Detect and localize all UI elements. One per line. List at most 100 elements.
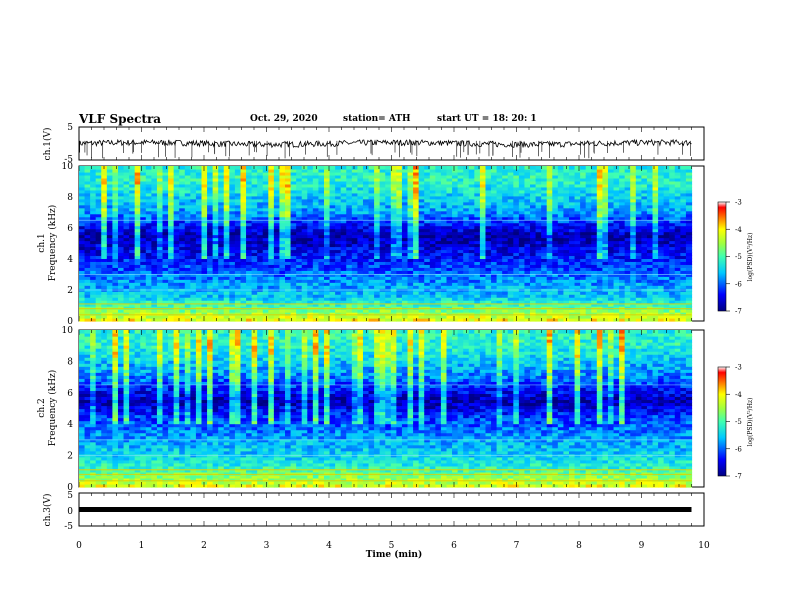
spectrogram-cell xyxy=(129,189,136,194)
spectrogram-cell xyxy=(457,180,464,185)
spectrogram-cell xyxy=(346,306,353,310)
spectrogram-cell xyxy=(368,285,375,289)
spectrogram-cell xyxy=(390,168,397,173)
spectrogram-cell xyxy=(285,171,292,176)
spectrogram-cell xyxy=(184,222,191,227)
spectrogram-cell xyxy=(474,297,481,301)
spectrogram-cell xyxy=(546,294,553,298)
spectrogram-cell xyxy=(351,186,359,191)
spectrogram-cell xyxy=(329,243,336,248)
spectrogram-cell xyxy=(552,171,559,176)
spectrogram-cell xyxy=(223,168,230,173)
spectrogram-cell xyxy=(502,225,509,230)
spectrogram-cell xyxy=(106,180,114,185)
spectrogram-cell xyxy=(591,255,598,259)
spectrogram-cell xyxy=(123,249,130,254)
spectrogram-cell xyxy=(541,246,548,251)
spectrogram-cell xyxy=(301,246,308,251)
spectrogram-cell xyxy=(307,243,314,248)
spectrogram-cell xyxy=(446,231,453,236)
spectrogram-cell xyxy=(351,219,359,224)
spectrogram-cell xyxy=(591,210,598,215)
spectrogram-cell xyxy=(485,246,492,251)
spectrogram-cell xyxy=(290,294,297,298)
spectrogram-cell xyxy=(357,300,364,304)
spectrogram-cell xyxy=(563,312,570,316)
spectrogram-cell xyxy=(218,222,225,227)
spectrogram-cell xyxy=(479,300,487,304)
spectrogram-cell xyxy=(151,267,158,271)
spectrogram-cell xyxy=(324,213,331,218)
spectrogram-cell xyxy=(129,216,136,221)
spectrogram-cell xyxy=(223,186,230,191)
spectrogram-cell xyxy=(585,189,592,194)
spectrogram-cell xyxy=(257,282,264,286)
spectrogram-cell xyxy=(129,166,136,170)
spectrogram-cell xyxy=(162,198,169,203)
spectrogram-cell xyxy=(340,174,347,179)
spectrogram-cell xyxy=(201,228,208,233)
spectrogram-cell xyxy=(424,270,431,274)
spectrogram-cell xyxy=(218,234,225,239)
spectrogram-cell xyxy=(79,180,86,185)
spectrogram-cell xyxy=(201,246,208,251)
spectrogram-cell xyxy=(234,166,242,170)
spectrogram-cell xyxy=(474,300,481,304)
spectrogram-cell xyxy=(101,261,108,265)
spectrogram-cell xyxy=(79,273,86,277)
spectrogram-cell xyxy=(145,279,152,283)
spectrogram-cell xyxy=(117,261,125,265)
spectrogram-cell xyxy=(541,258,548,262)
spectrogram-cell xyxy=(156,282,164,286)
spectrogram-cell xyxy=(268,273,275,277)
spectrogram-cell xyxy=(524,171,531,176)
spectrogram-cell xyxy=(173,276,180,280)
spectrogram-cell xyxy=(513,237,520,242)
spectrogram-cell xyxy=(452,216,459,221)
spectrogram-cell xyxy=(285,201,292,206)
spectrogram-cell xyxy=(301,180,308,185)
spectrogram-cell xyxy=(535,166,542,170)
spectrogram-cell xyxy=(435,249,442,254)
spectrogram-cell xyxy=(156,261,164,265)
spectrogram-cell xyxy=(491,192,498,197)
spectrogram-cell xyxy=(446,291,453,295)
spectrogram-cell xyxy=(502,174,509,179)
spectrogram-cell xyxy=(195,201,203,206)
spectrogram-cell xyxy=(179,246,186,251)
spectrogram-cell xyxy=(79,225,86,230)
spectrogram-cell xyxy=(151,216,158,221)
spectrogram-cell xyxy=(179,291,186,295)
spectrogram-cell xyxy=(524,279,531,283)
spectrogram-cell xyxy=(184,267,191,271)
spectrogram-cell xyxy=(79,207,86,212)
spectrogram-cell xyxy=(101,255,108,259)
spectrogram-cell xyxy=(301,267,308,271)
spectrogram-cell xyxy=(435,195,442,200)
spectrogram-cell xyxy=(580,270,587,274)
spectrogram-cell xyxy=(530,291,537,295)
spectrogram-cell xyxy=(407,246,414,251)
spectrogram-cell xyxy=(162,315,169,319)
spectrogram-cell xyxy=(262,276,269,280)
spectrogram-cell xyxy=(296,246,303,251)
spectrogram-cell xyxy=(524,186,531,191)
spectrogram-cell xyxy=(134,234,141,239)
spectrogram-cell xyxy=(207,243,214,248)
spectrogram-cell xyxy=(117,252,125,257)
spectrogram-cell xyxy=(530,180,537,185)
spectrogram-cell xyxy=(184,303,191,307)
spectrogram-cell xyxy=(201,252,208,257)
spectrogram-cell xyxy=(407,195,414,200)
spectrogram-cell xyxy=(401,201,409,206)
spectrogram-cell xyxy=(279,231,286,236)
spectrogram-cell xyxy=(468,246,475,251)
spectrogram-cell xyxy=(479,309,487,313)
spectrogram-cell xyxy=(591,222,598,227)
spectrogram-cell xyxy=(452,166,459,170)
spectrogram-cell xyxy=(518,225,526,230)
spectrogram-cell xyxy=(446,180,453,185)
spectrogram-cell xyxy=(234,306,242,310)
spectrogram-cell xyxy=(234,249,242,254)
spectrogram-cell xyxy=(429,207,436,212)
